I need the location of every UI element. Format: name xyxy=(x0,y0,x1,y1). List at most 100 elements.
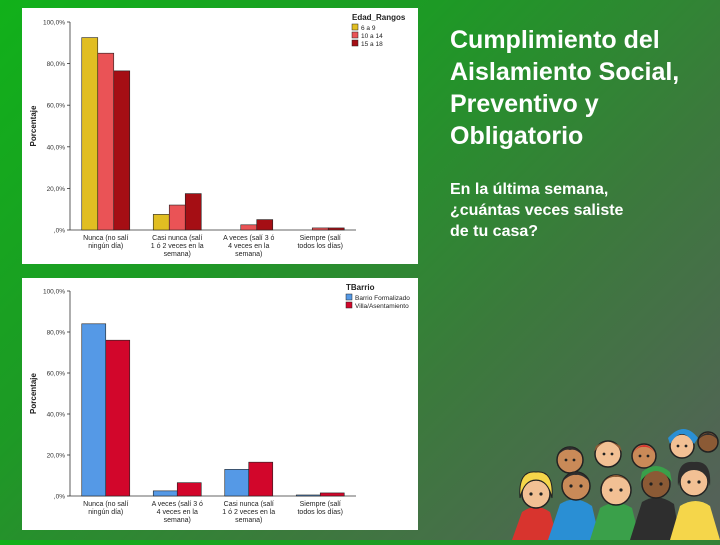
slide-title-line: Preventivo y xyxy=(450,90,599,118)
bar-15-a-18 xyxy=(327,227,345,231)
x-tick-label: todos los días) xyxy=(297,243,343,250)
survey-question-line: ¿cuántas veces saliste xyxy=(450,202,624,219)
survey-question-line: de tu casa? xyxy=(450,223,539,240)
slide-title-line: Cumplimiento del xyxy=(450,26,660,54)
teen-eyes-group xyxy=(529,444,701,496)
x-tick-label: Nunca (no salí xyxy=(83,501,128,508)
group-of-teenagers-illustration-icon xyxy=(512,429,720,540)
x-tick-label: ningún día) xyxy=(88,509,123,516)
legend-swatch xyxy=(351,23,359,31)
teen-hair-shape xyxy=(677,461,711,486)
bar-10-a-14 xyxy=(311,227,329,231)
y-tick-label: 60,0% xyxy=(47,371,66,378)
y-tick-label: 100,0% xyxy=(43,20,65,27)
bar-10-a-14 xyxy=(97,52,115,231)
legend-swatch xyxy=(351,39,359,47)
teen-head-shape xyxy=(600,474,632,506)
x-tick-label: Casi nunca (salí xyxy=(152,235,202,242)
legend-title: Edad_Rangos xyxy=(352,13,406,22)
y-tick-label: 60,0% xyxy=(47,103,66,110)
x-tick-label: semana) xyxy=(164,251,191,258)
x-tick-label: 1 ó 2 veces en la xyxy=(222,509,275,516)
teen-head-shape xyxy=(561,471,591,501)
bar-barrio-formalizado xyxy=(295,494,321,497)
legend-entry: Villa/Asentamiento xyxy=(355,303,409,310)
y-tick-label: 20,0% xyxy=(47,186,66,193)
slide-title: Cumplimiento del Aislamiento Social, Pre… xyxy=(450,24,712,152)
teen-hair-shape xyxy=(600,475,632,486)
bar-villa-asentamiento xyxy=(248,461,274,497)
bar-15-a-18 xyxy=(256,219,274,231)
bar-15-a-18 xyxy=(184,193,202,231)
teen-body-shape xyxy=(548,499,600,540)
y-tick-label: ,0% xyxy=(54,228,65,235)
bar-6-a-9 xyxy=(152,214,170,231)
teen-hair-shape xyxy=(562,472,590,482)
chart-age-ranges: Porcentaje 100,0% 80,0% 60,0% 40,0% 20,0% ,0% N… xyxy=(29,13,406,258)
x-tick-label: Nunca (no salí xyxy=(83,235,128,242)
bar-10-a-14 xyxy=(240,224,258,231)
legend-entry: Barrio Formalizado xyxy=(355,295,410,302)
teen-cap-shape xyxy=(640,466,672,482)
teen-hair-shape xyxy=(557,447,583,456)
x-tick-label: A veces (salí 3 ó xyxy=(152,501,203,508)
bar-villa-asentamiento xyxy=(176,482,202,497)
bar-6-a-9 xyxy=(81,37,99,231)
legend-entry: 15 a 18 xyxy=(361,41,383,48)
bar-barrio-formalizado xyxy=(81,323,107,497)
legend-swatch xyxy=(345,293,353,301)
teen-body-shape xyxy=(590,503,640,540)
teenagers-illustration xyxy=(512,420,720,540)
chart-neighborhood-type: Porcentaje 100,0% 80,0% 60,0% 40,0% 20,0% ,0% N… xyxy=(29,283,410,524)
bar-15-a-18 xyxy=(113,70,131,231)
x-tick-label: 1 ó 2 veces en la xyxy=(151,243,204,250)
x-tick-label: A veces (salí 3 ó xyxy=(223,235,274,242)
legend-entry: 10 a 14 xyxy=(361,33,383,40)
y-axis-label: Porcentaje xyxy=(29,105,38,146)
x-tick-label: Siempre (salí xyxy=(300,235,341,242)
y-tick-label: 80,0% xyxy=(47,61,66,68)
y-tick-label: 80,0% xyxy=(47,330,66,337)
x-tick-label: semana) xyxy=(164,517,191,524)
x-tick-label: semana) xyxy=(235,517,262,524)
slide-title-line: Aislamiento Social, xyxy=(450,58,680,86)
x-tick-label: todos los días) xyxy=(297,509,343,516)
x-tick-label: Siempre (salí xyxy=(300,501,341,508)
legend-swatch xyxy=(351,31,359,39)
teen-hair-shape xyxy=(668,429,698,444)
teen-head-shape xyxy=(697,431,719,453)
legend-swatch xyxy=(345,301,353,309)
teen-hair-shape xyxy=(519,471,553,499)
x-tick-label: 4 veces en la xyxy=(228,243,269,250)
x-tick-label: Casi nunca (salí xyxy=(224,501,274,508)
teen-body-shape xyxy=(630,497,680,540)
bar-barrio-formalizado xyxy=(152,490,178,497)
chart-age-panel: Porcentaje 100,0% 80,0% 60,0% 40,0% 20,0% ,0% N… xyxy=(22,8,418,264)
x-tick-label: 4 veces en la xyxy=(157,509,198,516)
bar-villa-asentamiento xyxy=(319,492,345,497)
teen-hair-shape xyxy=(698,433,718,440)
x-tick-label: ningún día) xyxy=(88,243,123,250)
y-tick-label: ,0% xyxy=(54,494,65,501)
y-axis-label: Porcentaje xyxy=(29,372,38,413)
teen-hair-shape xyxy=(632,445,656,454)
teen-head-shape xyxy=(594,440,622,468)
y-tick-label: 100,0% xyxy=(43,289,65,296)
teen-head-shape xyxy=(631,443,657,469)
x-tick-label: semana) xyxy=(235,251,262,258)
teen-hair-shape xyxy=(594,442,622,452)
bar-barrio-formalizado xyxy=(224,469,250,497)
teen-head-shape xyxy=(556,446,584,474)
y-tick-label: 40,0% xyxy=(47,144,66,151)
bar-10-a-14 xyxy=(168,204,186,231)
teen-body-shape xyxy=(670,501,720,540)
survey-question: En la última semana, ¿cuántas veces sali… xyxy=(450,179,712,242)
survey-question-line: En la última semana, xyxy=(450,181,609,198)
bar-villa-asentamiento xyxy=(105,339,131,497)
legend-entry: 6 a 9 xyxy=(361,25,376,32)
slide-title-line: Obligatorio xyxy=(450,122,584,150)
y-tick-label: 20,0% xyxy=(47,453,66,460)
y-tick-label: 40,0% xyxy=(47,412,66,419)
chart-neighborhood-panel: Porcentaje 100,0% 80,0% 60,0% 40,0% 20,0% ,0% N… xyxy=(22,278,418,530)
teen-body-shape xyxy=(512,507,558,540)
